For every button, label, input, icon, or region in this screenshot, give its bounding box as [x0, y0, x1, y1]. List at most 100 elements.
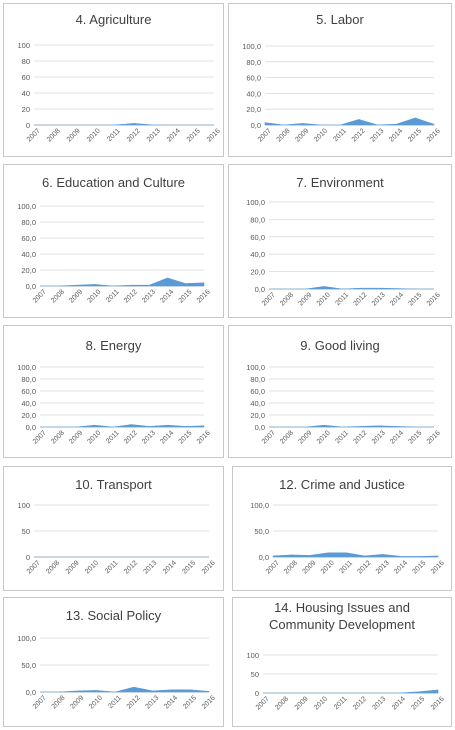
y-tick-label: 100 — [17, 41, 30, 50]
y-tick-label: 40,0 — [246, 89, 261, 98]
x-tick-label: 2008 — [50, 430, 66, 446]
x-tick-label: 2012 — [352, 696, 368, 712]
y-tick-label: 100,0 — [17, 363, 36, 372]
x-tick-label: 2015 — [407, 292, 423, 308]
chart-panel: 6. Education and Culture 0,0 20,0 40,0 60,0 8… — [3, 164, 224, 318]
x-tick-label: 2014 — [163, 695, 179, 711]
x-tick-label: 2014 — [389, 430, 405, 446]
y-tick-label: 80,0 — [21, 218, 36, 227]
series-area — [269, 424, 434, 428]
x-tick-label: 2015 — [181, 560, 197, 576]
x-tick-label: 2013 — [144, 695, 160, 711]
x-tick-label: 2015 — [411, 560, 427, 576]
y-tick-label: 0,0 — [26, 688, 36, 697]
x-tick-label: 2011 — [106, 128, 122, 144]
series-area — [40, 686, 210, 693]
x-tick-label: 2010 — [88, 695, 104, 711]
chart-panel: 14. Housing Issues and Community Developm… — [232, 597, 452, 727]
y-tick-label: 80,0 — [250, 375, 265, 384]
x-tick-label: 2009 — [69, 695, 85, 711]
chart-title: 5. Labor — [316, 12, 364, 27]
x-tick-label: 2010 — [313, 696, 329, 712]
x-tick-label: 2009 — [68, 289, 84, 305]
chart-panel: 9. Good living 0,0 20,0 40,0 60,0 80,0 100,0 20… — [228, 325, 452, 458]
x-tick-label: 2013 — [146, 128, 162, 144]
y-tick-label: 60,0 — [21, 234, 36, 243]
x-tick-label: 2011 — [335, 292, 351, 308]
y-tick-label: 0,0 — [259, 553, 269, 562]
x-tick-label: 2008 — [45, 560, 61, 576]
y-tick-label: 20,0 — [21, 411, 36, 420]
y-tick-label: 20 — [22, 105, 30, 114]
x-tick-label: 2012 — [123, 289, 139, 305]
x-tick-label: 2015 — [407, 430, 423, 446]
chart-title: 14. Housing Issues and — [274, 600, 410, 615]
chart-panel: 5. Labor 0,0 20,0 40,0 60,0 80,0 100,0 2007 2008… — [228, 3, 452, 157]
y-tick-label: 100,0 — [246, 198, 265, 207]
x-tick-label: 2011 — [339, 560, 355, 576]
x-tick-label: 2009 — [294, 128, 310, 144]
y-tick-label: 60,0 — [250, 233, 265, 242]
series-area — [272, 552, 439, 558]
y-tick-label: 50 — [22, 527, 30, 536]
x-tick-label: 2014 — [393, 560, 409, 576]
x-tick-label: 2013 — [141, 430, 157, 446]
x-tick-label: 2015 — [407, 128, 423, 144]
chart-title: 4. Agriculture — [76, 12, 152, 27]
y-tick-label: 50,0 — [254, 527, 269, 536]
x-tick-label: 2008 — [279, 430, 295, 446]
y-tick-label: 80,0 — [21, 375, 36, 384]
x-tick-label: 2014 — [162, 560, 178, 576]
x-tick-label: 2011 — [104, 560, 120, 576]
chart-panel: 7. Environment 0,0 20,0 40,0 60,0 80,0 100,0 20… — [228, 164, 452, 318]
y-tick-label: 100,0 — [242, 42, 261, 51]
x-tick-label: 2015 — [178, 289, 194, 305]
x-tick-label: 2016 — [430, 696, 446, 712]
x-tick-label: 2010 — [320, 560, 336, 576]
x-tick-label: 2010 — [313, 128, 329, 144]
x-tick-label: 2008 — [50, 289, 66, 305]
x-tick-label: 2012 — [123, 560, 139, 576]
x-tick-label: 2012 — [123, 430, 139, 446]
x-tick-label: 2009 — [297, 430, 313, 446]
x-tick-label: 2012 — [351, 128, 367, 144]
series-area — [40, 277, 205, 287]
x-tick-label: 2011 — [105, 289, 121, 305]
x-tick-label: 2008 — [274, 696, 290, 712]
x-tick-label: 2011 — [335, 430, 351, 446]
chart-panel: 10. Transport 0 50 100 2007 2008 2009 2010 2011 2… — [3, 466, 224, 591]
y-tick-label: 0,0 — [255, 423, 265, 432]
x-tick-label: 2014 — [389, 292, 405, 308]
x-tick-label: 2010 — [316, 292, 332, 308]
x-tick-label: 2012 — [352, 292, 368, 308]
y-tick-label: 20,0 — [246, 105, 261, 114]
series-area — [263, 689, 439, 694]
x-tick-label: 2008 — [279, 292, 295, 308]
y-tick-label: 0,0 — [26, 423, 36, 432]
x-tick-label: 2016 — [426, 430, 442, 446]
chart-title: 10. Transport — [75, 477, 152, 492]
y-tick-label: 0,0 — [26, 282, 36, 291]
y-tick-label: 40,0 — [21, 250, 36, 259]
x-tick-label: 2016 — [426, 128, 442, 144]
x-tick-label: 2013 — [369, 128, 385, 144]
x-tick-label: 2016 — [206, 128, 222, 144]
x-tick-label: 2009 — [294, 696, 310, 712]
x-tick-label: 2015 — [186, 128, 202, 144]
x-tick-label: 2010 — [86, 289, 102, 305]
y-tick-label: 100,0 — [250, 501, 269, 510]
y-tick-label: 100 — [246, 651, 259, 660]
x-tick-label: 2011 — [105, 430, 121, 446]
x-tick-label: 2008 — [46, 128, 62, 144]
x-tick-label: 2010 — [84, 560, 100, 576]
y-tick-label: 60,0 — [21, 387, 36, 396]
x-tick-label: 2012 — [356, 560, 372, 576]
x-tick-label: 2013 — [371, 430, 387, 446]
x-tick-label: 2014 — [159, 430, 175, 446]
area-chart: 6. Education and Culture 0,0 20,0 40,0 60,0 8… — [17, 175, 212, 305]
y-tick-label: 40,0 — [250, 399, 265, 408]
